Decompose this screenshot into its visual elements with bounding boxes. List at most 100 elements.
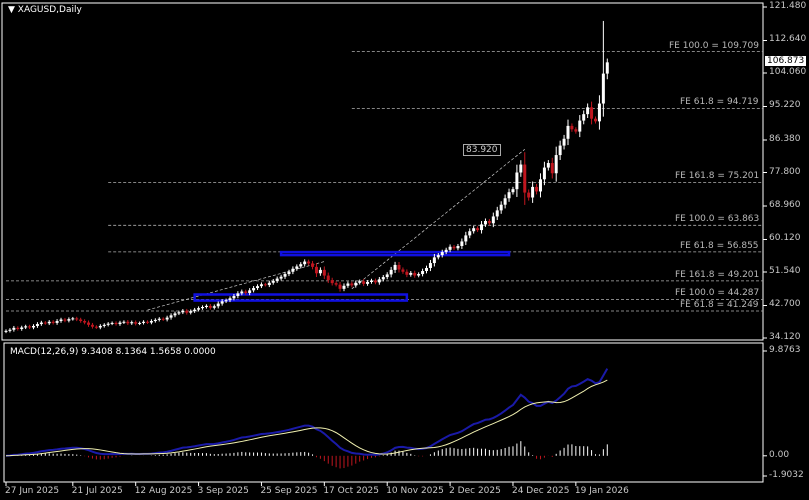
candle-body (248, 290, 252, 293)
candle-body (145, 321, 149, 323)
candle-body (373, 280, 377, 283)
candle-body (550, 163, 554, 174)
candle-body (594, 118, 597, 122)
candle-body (542, 167, 546, 180)
candle-body (134, 322, 138, 324)
candle-body (193, 309, 197, 312)
price-tick-label: 34.120 (769, 332, 801, 342)
candle-body (87, 322, 91, 325)
date-tick-label: 10 Nov 2025 (386, 486, 444, 496)
candle-body (90, 324, 94, 327)
price-tick-label: 104.060 (769, 67, 807, 77)
candle-body (448, 246, 452, 250)
candle-body (480, 224, 484, 231)
candle-body (118, 322, 122, 325)
price-tick-label: 86.380 (769, 133, 801, 144)
candle-body (586, 107, 590, 115)
candle-body (574, 129, 578, 132)
candle-body (212, 306, 216, 308)
candle-body (444, 249, 448, 253)
candle-body (153, 319, 157, 322)
candle-body (303, 261, 307, 265)
date-tick-label: 21 Jul 2025 (71, 486, 123, 496)
macd-tick-label: 9.8763 (769, 345, 801, 355)
candle-body (4, 330, 8, 332)
candle-body (283, 274, 287, 277)
fibo-trend-line (147, 261, 325, 311)
candle-body (342, 285, 346, 289)
candle-body (425, 267, 429, 272)
candle-body (16, 327, 20, 329)
candle-body (138, 322, 142, 324)
candle-body (307, 261, 311, 264)
candle-body (468, 231, 472, 236)
price-tick-label: 95.220 (769, 100, 801, 111)
candle-body (102, 324, 106, 326)
candle-body (279, 276, 283, 279)
candle-body (295, 266, 299, 269)
candle-body (51, 321, 55, 323)
price-tick-label: 112.640 (769, 34, 807, 45)
candle-body (538, 179, 542, 192)
date-tick-label: 24 Dec 2025 (511, 486, 570, 496)
candle-body (67, 319, 71, 321)
fe-level-label: FE 161.8 = 75.201 (675, 171, 760, 182)
candle-body (83, 321, 87, 323)
candle-body (511, 189, 515, 193)
candle-body (275, 278, 279, 281)
fe-level-label: FE 161.8 = 49.201 (675, 269, 760, 280)
candle-body (24, 326, 28, 328)
candle-body (181, 310, 185, 313)
candle-body (259, 284, 263, 287)
candle-body (330, 280, 334, 284)
candle-body (244, 291, 248, 293)
candle-body (216, 303, 220, 307)
candle-body (314, 266, 318, 274)
candle-body (157, 318, 161, 320)
price-tick-label: 42.700 (769, 299, 801, 310)
candle-body (452, 246, 456, 249)
candle-body (94, 326, 98, 328)
candle-body (161, 318, 165, 320)
price-tick-label: 68.960 (769, 199, 801, 210)
candle-body (122, 321, 126, 323)
candle-body (507, 192, 511, 199)
candle-body (75, 318, 79, 320)
macd-panel-frame (3, 342, 764, 483)
candle-body (476, 228, 480, 231)
candle-body (287, 271, 291, 275)
candle-body (503, 198, 507, 205)
candle-body (35, 324, 39, 326)
candle-body (566, 125, 570, 139)
candle-body (55, 321, 59, 323)
candle-body (483, 220, 487, 225)
current-price-label: 106.873 (765, 56, 807, 67)
dropdown-triangle-icon[interactable]: ▼ (8, 5, 18, 15)
candle-body (39, 322, 43, 325)
candle-body (169, 315, 173, 318)
candle-body (32, 325, 36, 328)
candle-body (554, 155, 558, 174)
candle-body (527, 192, 531, 198)
date-tick-label: 3 Sep 2025 (197, 486, 249, 496)
candle-body (252, 288, 256, 291)
candle-body (417, 274, 421, 276)
candle-body (28, 326, 32, 328)
candle-body (601, 73, 605, 104)
support-zone (279, 250, 511, 257)
fe-level-label: FE 100.0 = 63.863 (675, 214, 760, 225)
date-tick-label: 12 Aug 2025 (134, 486, 193, 496)
peak-price-label: 83.920 (463, 144, 501, 156)
candle-body (605, 62, 609, 74)
macd-title: MACD(12,26,9) 9.3408 8.1364 1.5658 0.000… (10, 347, 216, 357)
candle-body (499, 204, 503, 211)
candle-body (558, 145, 562, 156)
candle-body (204, 305, 208, 308)
candle-body (428, 263, 432, 268)
candle-body (20, 327, 24, 329)
candle-body (389, 269, 393, 275)
candle-body (71, 318, 75, 320)
candle-body (43, 322, 47, 324)
fibo-trend-line (351, 149, 525, 290)
